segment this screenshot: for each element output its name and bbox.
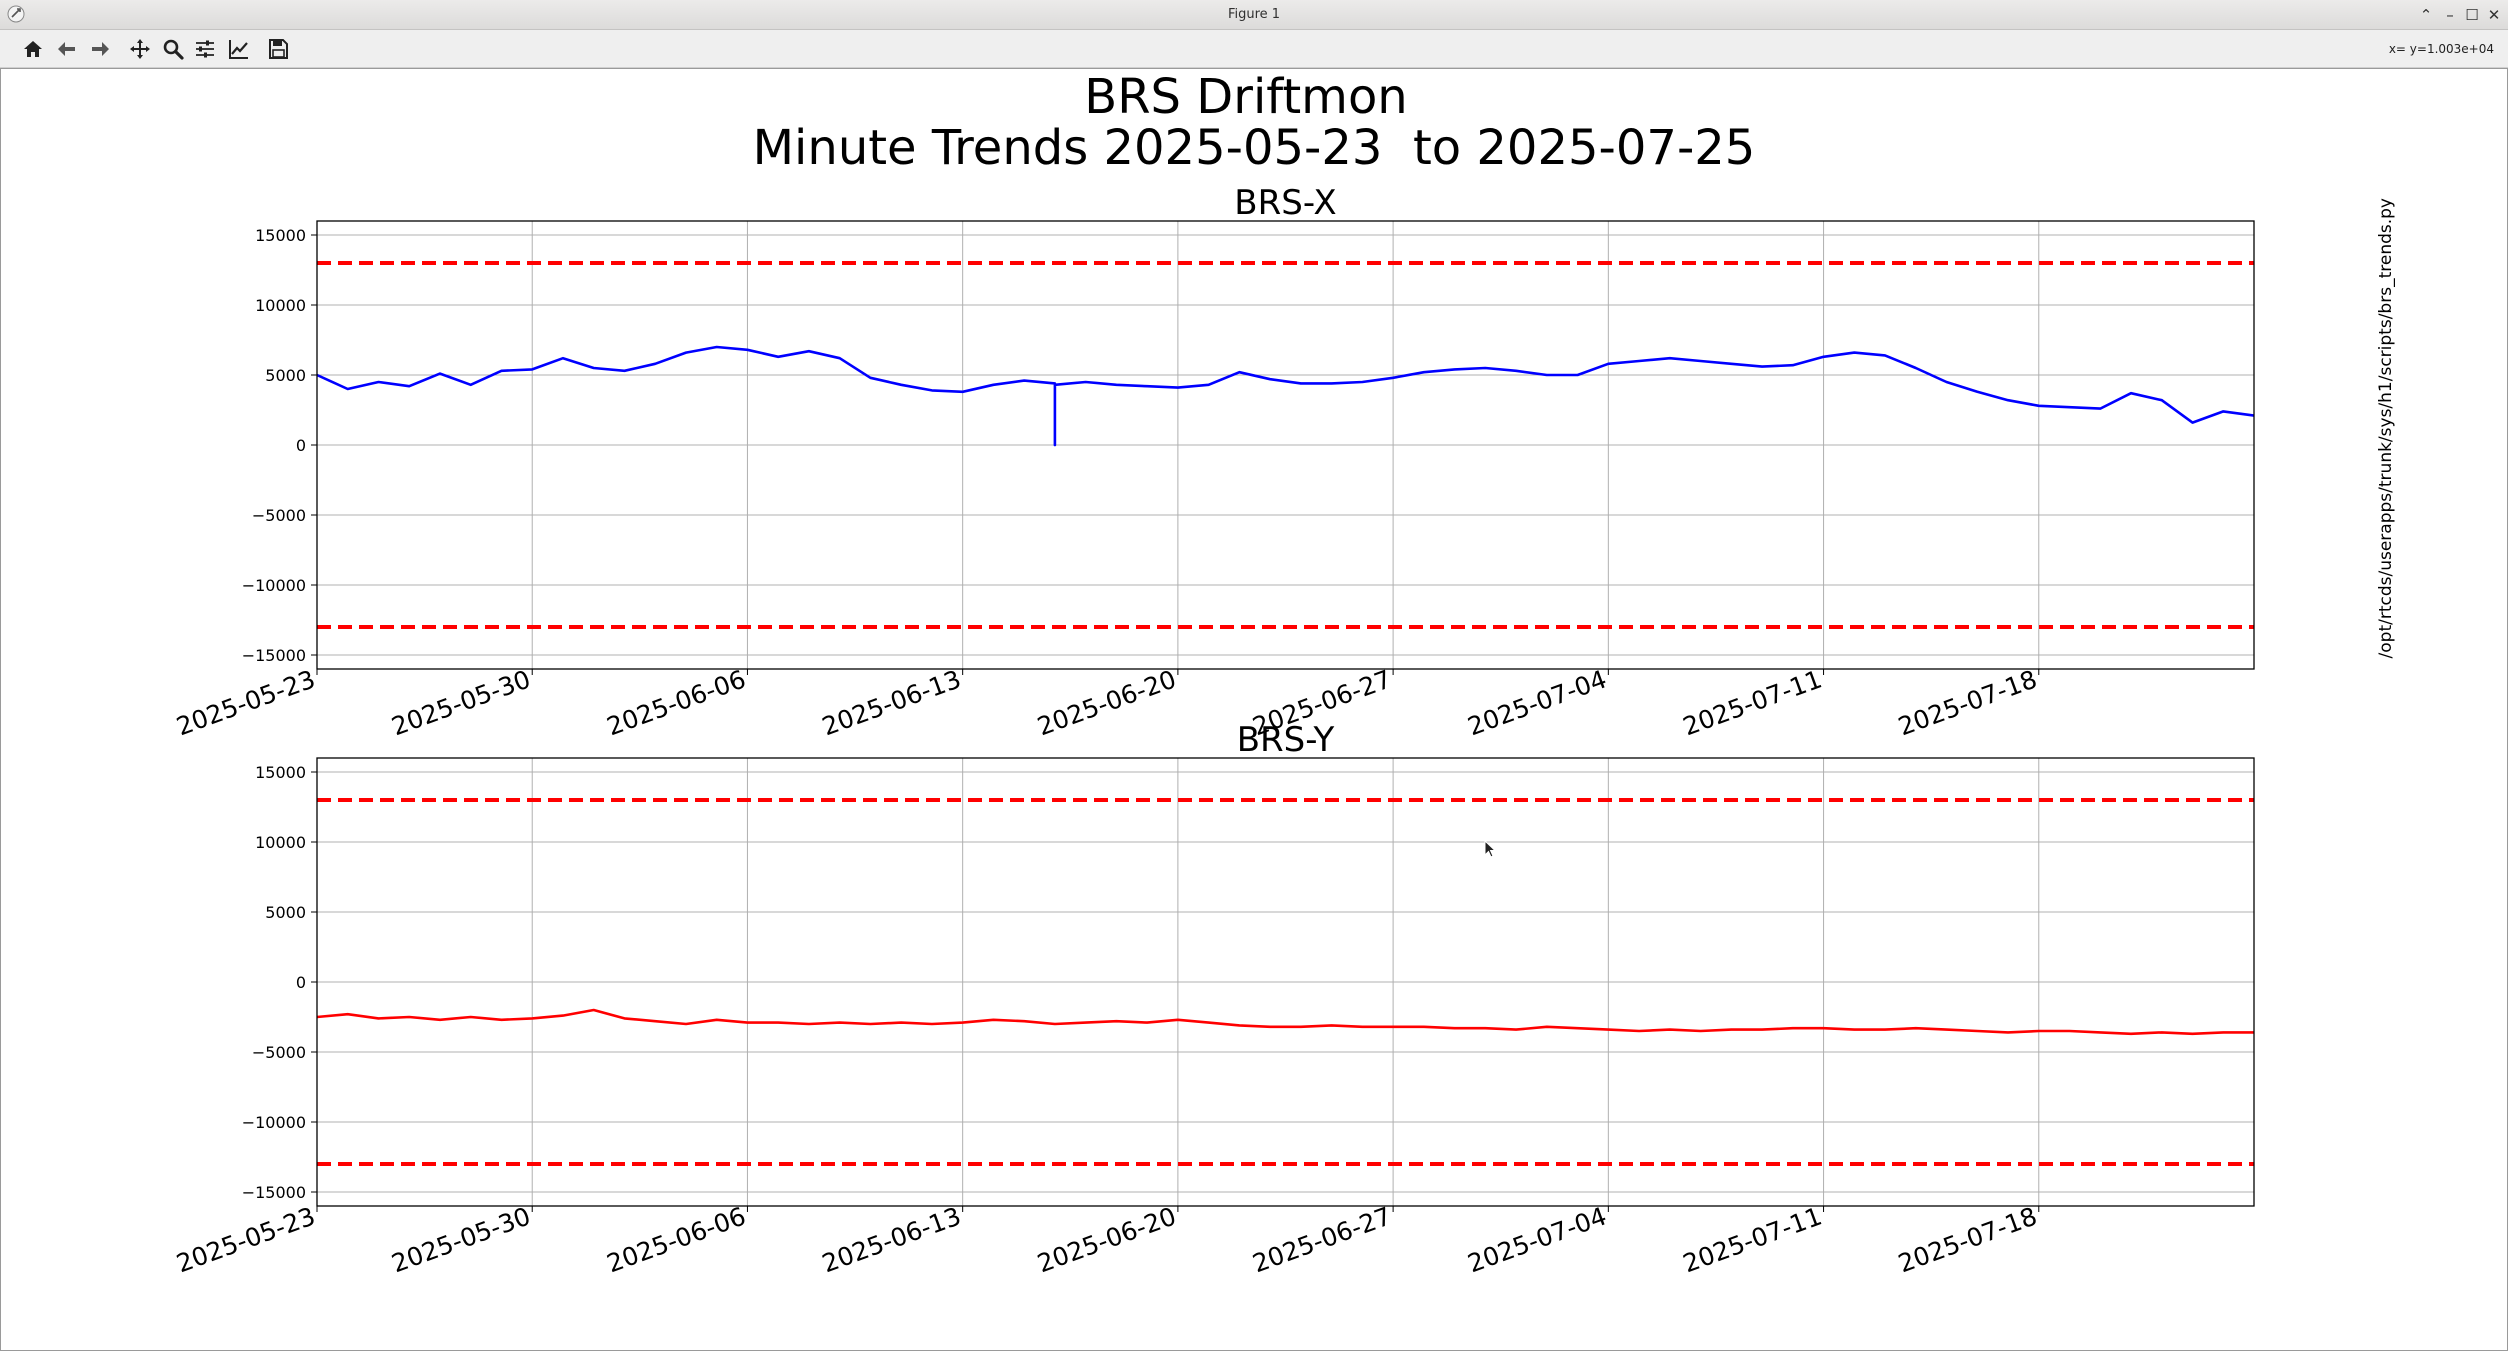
y-tick-label: 15000: [255, 226, 306, 245]
configure-subplots-icon: [196, 40, 214, 58]
y-tick-label: −5000: [252, 1043, 306, 1062]
y-tick-label: 5000: [265, 366, 306, 385]
x-tick-label: 2025-07-11: [1679, 1201, 1825, 1278]
x-tick-label: 2025-06-06: [603, 664, 749, 741]
y-tick-label: −10000: [242, 576, 306, 595]
minimize-window-button[interactable]: –: [2446, 6, 2454, 24]
home-icon: [24, 41, 42, 57]
y-tick-label: 10000: [255, 833, 306, 852]
forward-arrow-icon: [92, 42, 109, 56]
back-button[interactable]: [51, 33, 83, 65]
edit-axis-button[interactable]: [223, 33, 255, 65]
coordinate-readout: x= y=1.003e+04: [2388, 42, 2494, 56]
subplot-title: BRS-Y: [1237, 720, 1335, 760]
figure-suptitle-line1: BRS Driftmon: [1084, 69, 1407, 125]
y-tick-label: 0: [296, 436, 306, 455]
axes-layer: BRS-X150001000050000−5000−10000−15000202…: [173, 183, 2255, 1278]
subplot-2: BRS-Y150001000050000−5000−10000−15000202…: [173, 720, 2255, 1278]
save-button[interactable]: [262, 33, 294, 65]
zoom-icon: [163, 39, 184, 60]
home-button[interactable]: [17, 33, 49, 65]
subplot-title: BRS-X: [1234, 183, 1336, 223]
mouse-cursor-icon: [1484, 840, 1497, 858]
x-tick-label: 2025-07-04: [1464, 1201, 1610, 1278]
pan-icon: [130, 39, 150, 59]
figure: BRS Driftmon Minute Trends 2025-05-23 to…: [173, 69, 2396, 1278]
x-tick-label: 2025-06-27: [1249, 1201, 1395, 1278]
close-window-button[interactable]: ✕: [2487, 6, 2501, 24]
save-icon: [269, 39, 288, 59]
x-tick-label: 2025-07-11: [1679, 664, 1825, 741]
zoom-button[interactable]: [157, 33, 189, 65]
edit-axis-icon: [229, 40, 248, 59]
pan-button[interactable]: [124, 33, 156, 65]
maximize-window-button[interactable]: ☐: [2465, 6, 2479, 24]
y-tick-label: 0: [296, 973, 306, 992]
subplot-1: BRS-X150001000050000−5000−10000−15000202…: [173, 183, 2255, 741]
configure-subplots-button[interactable]: [189, 33, 221, 65]
script-path-label: /opt/rtcds/userapps/trunk/sys/h1/scripts…: [2376, 198, 2396, 658]
window-titlebar: Figure 1 ⌃ – ☐ ✕: [0, 0, 2508, 30]
y-tick-label: 5000: [265, 903, 306, 922]
navigation-toolbar: x= y=1.003e+04: [0, 30, 2508, 68]
y-tick-label: 10000: [255, 296, 306, 315]
x-tick-label: 2025-06-13: [818, 664, 964, 741]
x-tick-label: 2025-07-18: [1894, 1201, 2040, 1278]
x-tick-label: 2025-05-23: [173, 1201, 319, 1278]
y-tick-label: −10000: [242, 1113, 306, 1132]
x-tick-label: 2025-06-06: [603, 1201, 749, 1278]
x-tick-label: 2025-05-30: [388, 664, 534, 741]
x-tick-label: 2025-06-13: [818, 1201, 964, 1278]
x-tick-label: 2025-07-18: [1894, 664, 2040, 741]
x-tick-label: 2025-05-30: [388, 1201, 534, 1278]
x-tick-label: 2025-07-04: [1464, 664, 1610, 741]
window-title: Figure 1: [1227, 7, 1281, 22]
x-tick-label: 2025-05-23: [173, 664, 319, 741]
y-tick-label: −15000: [242, 1183, 306, 1202]
x-tick-label: 2025-06-20: [1033, 664, 1179, 741]
series-line: [316, 345, 2255, 447]
forward-button[interactable]: [84, 33, 116, 65]
figure-suptitle-line2: Minute Trends 2025-05-23 to 2025-07-25: [753, 120, 1756, 176]
app-icon: [7, 5, 25, 23]
y-tick-label: −15000: [242, 646, 306, 665]
back-arrow-icon: [58, 42, 75, 56]
figure-canvas[interactable]: [0, 68, 2508, 1351]
x-tick-label: 2025-06-20: [1033, 1201, 1179, 1278]
y-tick-label: −5000: [252, 506, 306, 525]
y-tick-label: 15000: [255, 763, 306, 782]
series-line: [316, 1008, 2254, 1036]
shade-window-button[interactable]: ⌃: [2419, 6, 2433, 24]
